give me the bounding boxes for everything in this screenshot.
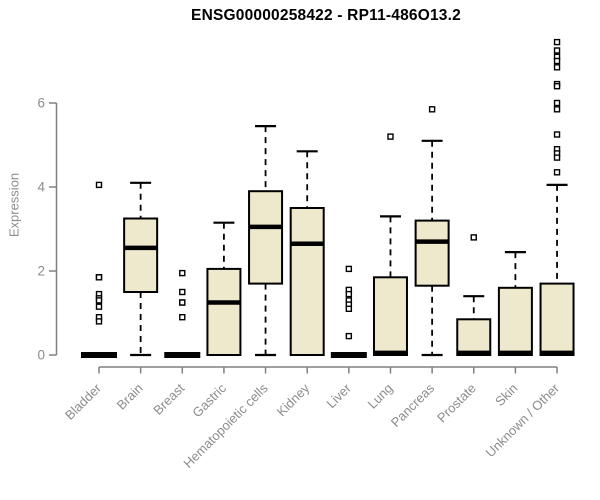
- x-category-label: Prostate: [434, 381, 479, 426]
- outlier-point: [553, 131, 561, 138]
- iqr-box: [456, 318, 492, 356]
- x-category-label: Unknown / Other: [483, 380, 563, 460]
- outlier-point: [95, 274, 103, 281]
- x-category-label: Liver: [323, 380, 354, 411]
- outlier-point: [345, 290, 353, 298]
- collapsed-box: [330, 352, 367, 358]
- outlier-point: [95, 318, 103, 325]
- x-category-label: Gastric: [189, 380, 229, 420]
- outlier-point: [553, 106, 561, 113]
- outlier-point: [470, 234, 477, 241]
- iqr-box: [497, 286, 533, 356]
- x-category-label: Breast: [150, 380, 187, 417]
- outlier-point: [553, 82, 561, 90]
- x-category-label: Skin: [492, 381, 520, 409]
- iqr-box: [372, 276, 408, 356]
- outlier-point: [553, 64, 561, 71]
- x-category-label: Pancreas: [388, 380, 438, 430]
- x-category-label: Lung: [365, 381, 396, 412]
- iqr-box: [414, 219, 450, 287]
- outlier-point: [179, 269, 186, 277]
- x-category-label: Kidney: [274, 380, 313, 419]
- outlier-point: [345, 305, 353, 312]
- outlier-point: [179, 314, 186, 321]
- outlier-point: [179, 288, 186, 296]
- y-tick-label: 6: [37, 96, 45, 111]
- outlier-point: [553, 38, 561, 46]
- iqr-box: [539, 282, 575, 357]
- iqr-box: [123, 217, 159, 293]
- x-category-label: Brain: [114, 381, 146, 413]
- iqr-box: [248, 190, 284, 285]
- outlier-point: [345, 265, 353, 273]
- outlier-point: [95, 297, 103, 304]
- outlier-point: [95, 181, 103, 189]
- y-tick-label: 2: [37, 264, 45, 279]
- chart-title: ENSG00000258422 - RP11-486O13.2: [191, 7, 461, 24]
- outlier-point: [553, 57, 561, 65]
- iqr-box: [289, 207, 325, 356]
- outlier-point: [553, 154, 561, 161]
- outlier-point: [95, 303, 103, 310]
- collapsed-box: [164, 352, 201, 358]
- collapsed-box: [81, 352, 117, 358]
- iqr-box: [206, 267, 242, 356]
- y-tick-label: 4: [37, 180, 45, 195]
- y-tick-label: 0: [37, 348, 45, 363]
- outlier-point: [553, 47, 561, 54]
- outlier-point: [428, 106, 436, 113]
- outlier-point: [553, 169, 561, 176]
- outlier-point: [345, 332, 353, 340]
- x-category-label: Bladder: [62, 380, 105, 423]
- outlier-point: [179, 299, 186, 306]
- outlier-point: [553, 99, 561, 107]
- outlier-point: [387, 133, 394, 140]
